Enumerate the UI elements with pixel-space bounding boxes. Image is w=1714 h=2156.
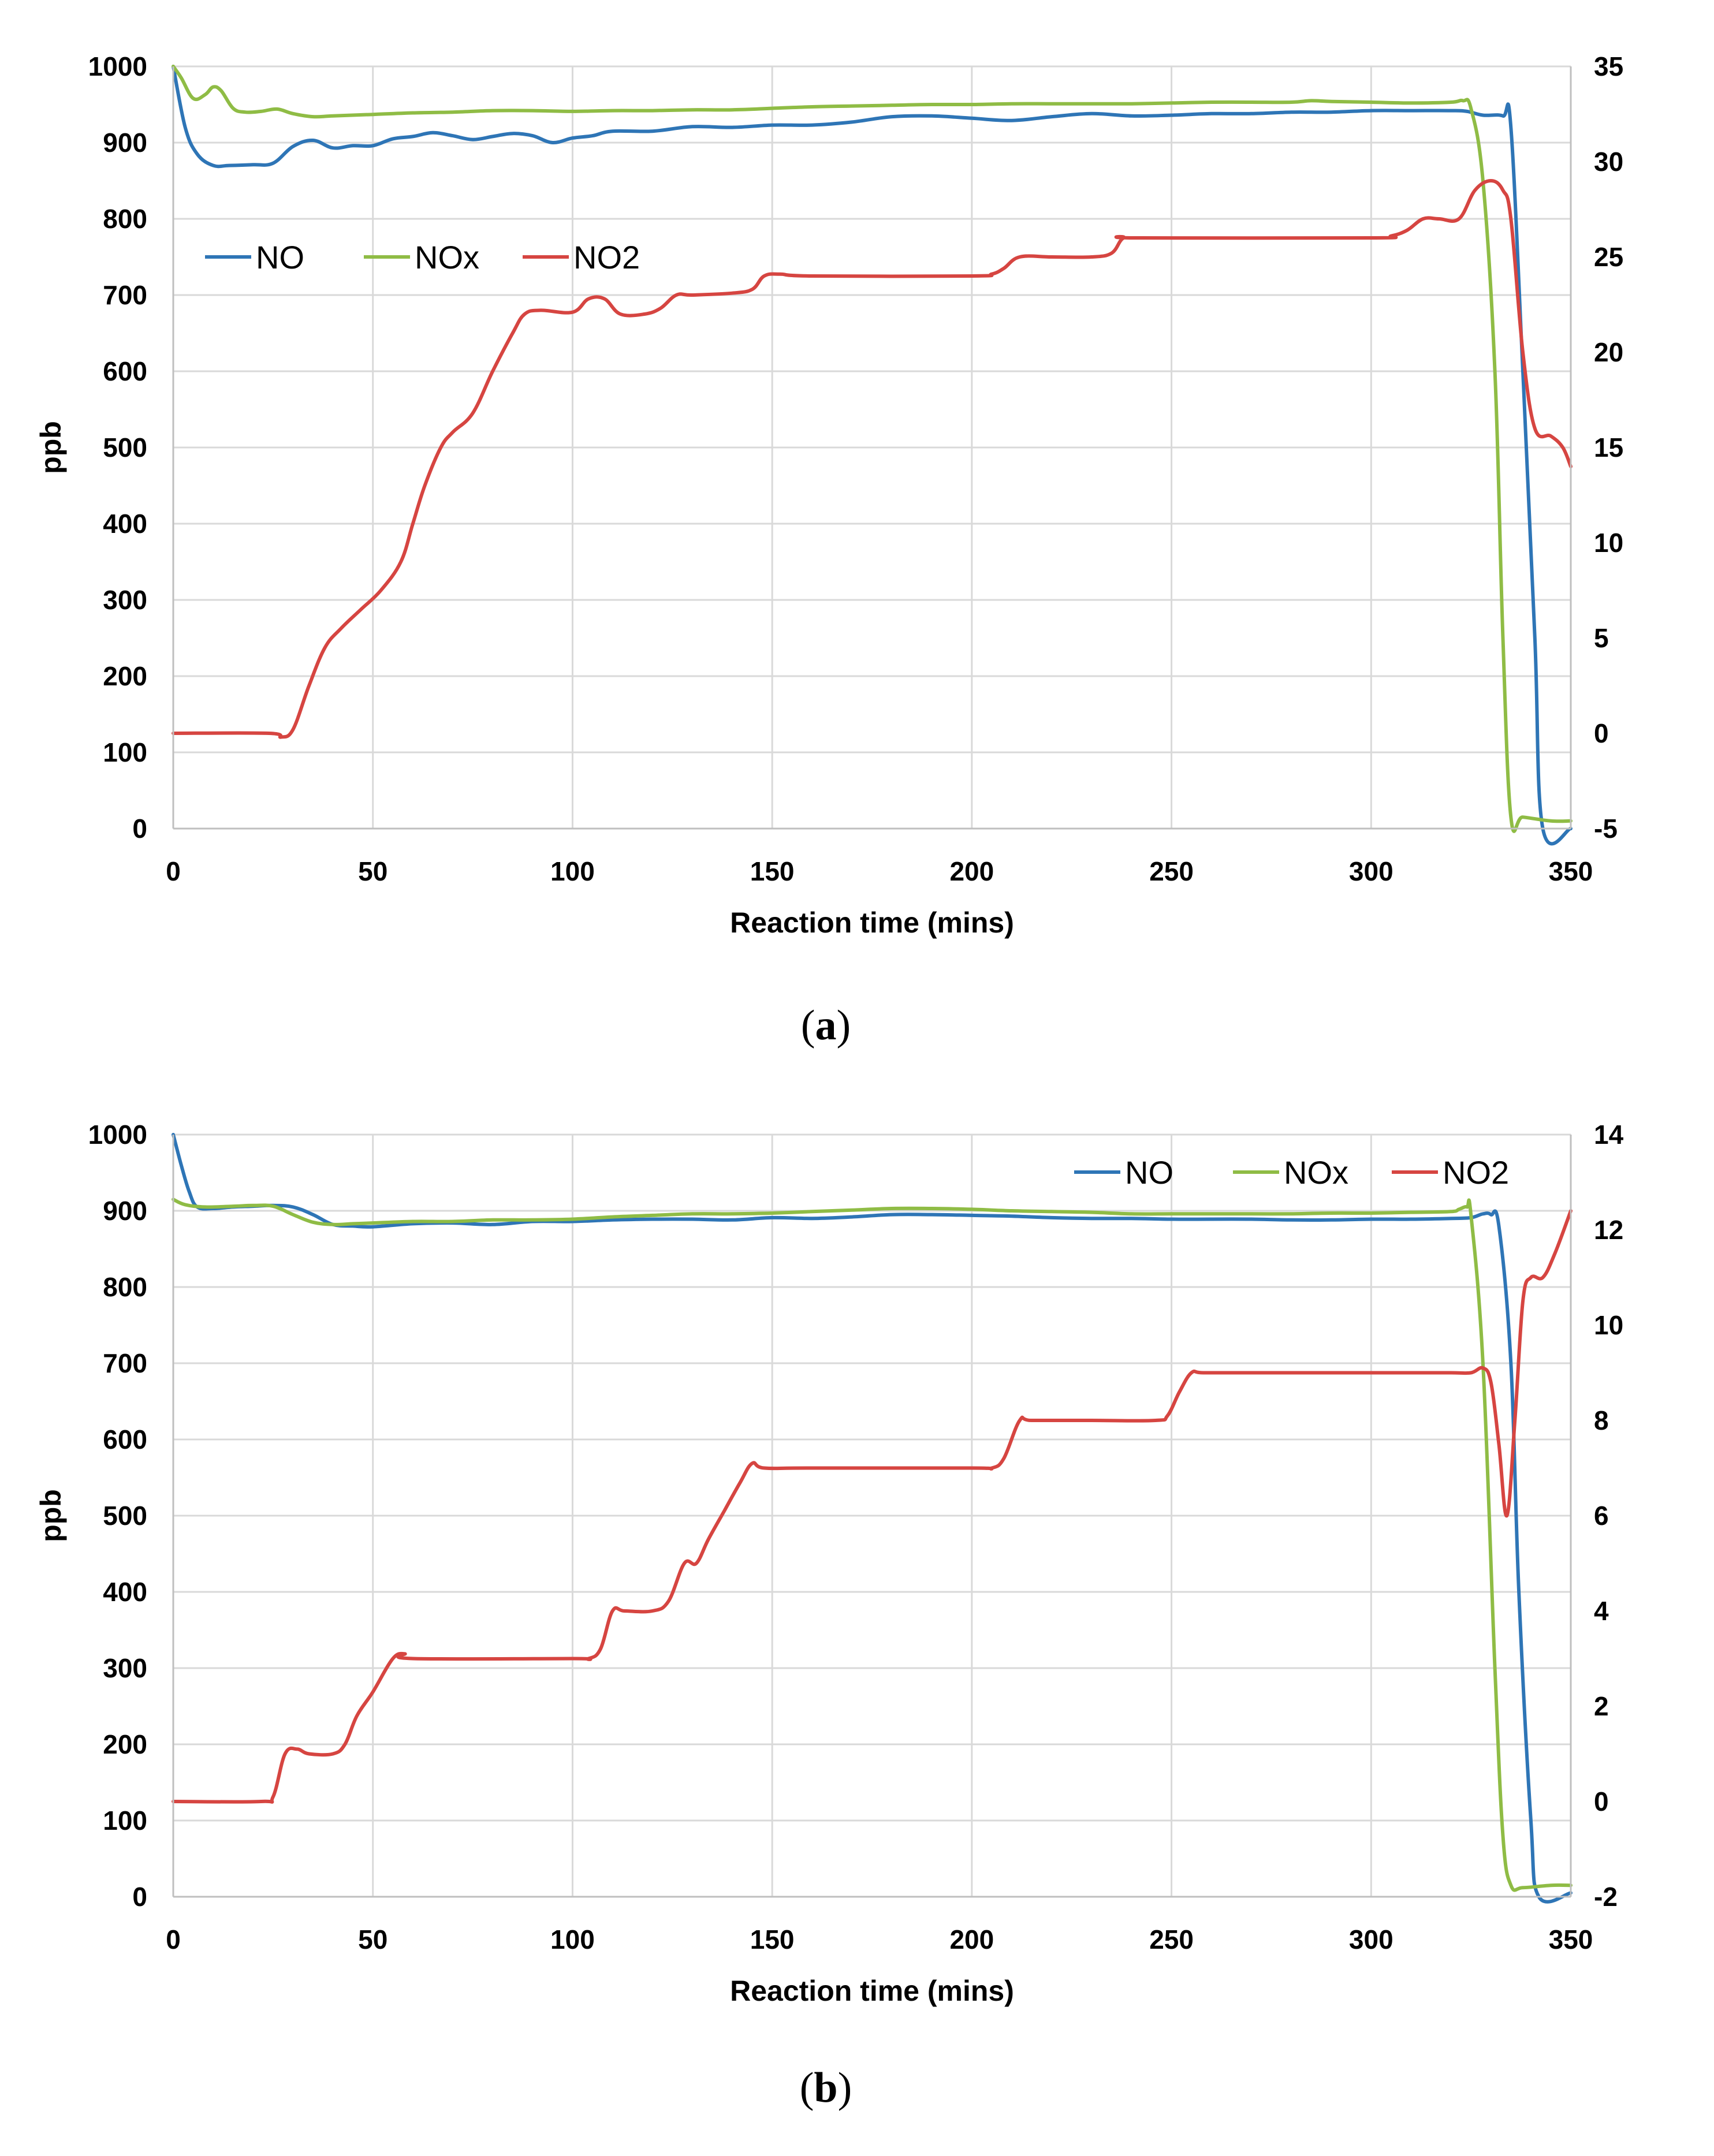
y2-tick-label: 4: [1594, 1596, 1609, 1626]
chart-panel-b: 0 50 100 150 200 250 300 3500100200300400500600…: [35, 1120, 1624, 2112]
y2-tick-label: 12: [1594, 1215, 1623, 1245]
y2-tick-label: -2: [1594, 1882, 1618, 1912]
legend-label: NOx: [1284, 1154, 1348, 1191]
x-tick-label: 150: [750, 856, 795, 886]
y-tick-label: 300: [103, 1653, 147, 1683]
x-tick-label: 200: [949, 1924, 994, 1954]
caption-letter: b: [814, 2064, 837, 2112]
y2-tick-label: 15: [1594, 432, 1623, 462]
y-tick-label: 300: [103, 585, 147, 615]
y-tick-label: 200: [103, 661, 147, 691]
series-line-no: [172, 65, 1573, 846]
y-tick-label: 0: [132, 814, 147, 844]
y-tick-label: 1000: [88, 51, 147, 81]
legend-label: NO2: [1443, 1154, 1509, 1191]
x-tick-label: 250: [1149, 856, 1194, 886]
x-tick-label: 50: [358, 856, 387, 886]
y-tick-label: 800: [103, 1272, 147, 1302]
y2-tick-label: 10: [1594, 1310, 1623, 1340]
y2-tick-label: -5: [1594, 814, 1618, 844]
y2-tick-label: 25: [1594, 242, 1623, 272]
caption-a: (a): [801, 1002, 851, 1049]
x-tick-label: 100: [550, 856, 595, 886]
legend-label: NO: [256, 239, 304, 275]
x-tick-label: 50: [358, 1924, 387, 1954]
series-line-no2: [172, 1209, 1573, 1804]
y-tick-label: 400: [103, 1577, 147, 1607]
legend-item-nox: NOx: [1233, 1154, 1348, 1191]
y2-tick-label: 6: [1594, 1501, 1609, 1531]
y2-tick-label: 5: [1594, 623, 1609, 653]
y-tick-label: 700: [103, 1348, 147, 1378]
y-tick-label: 900: [103, 128, 147, 158]
x-tick-label: 150: [750, 1924, 795, 1954]
legend: NO NOx NO2: [205, 239, 640, 275]
series-line-no: [172, 1133, 1573, 1904]
legend: NO NOx NO2: [1074, 1154, 1509, 1191]
x-tick-label: 100: [550, 1924, 595, 1954]
y-tick-label: 400: [103, 509, 147, 539]
svg-text:(a): (a): [801, 1002, 851, 1049]
x-axis-title: Reaction time (mins): [730, 1975, 1014, 2007]
x-axis-title: Reaction time (mins): [730, 907, 1014, 939]
y-tick-label: 800: [103, 204, 147, 234]
y2-tick-label: 20: [1594, 337, 1623, 367]
y-tick-label: 200: [103, 1729, 147, 1759]
legend-item-nox: NOx: [364, 239, 479, 275]
y2-tick-label: 10: [1594, 528, 1623, 558]
series-line-no2: [172, 179, 1573, 739]
legend-item-no: NO: [1074, 1154, 1173, 1191]
y-tick-label: 500: [103, 1501, 147, 1531]
y-tick-label: 100: [103, 1806, 147, 1836]
y-tick-label: 500: [103, 432, 147, 462]
series-line-nox: [172, 65, 1573, 833]
legend-item-no2: NO2: [523, 239, 640, 275]
chart-panel-a: 0 50 100 150 200 250 300 3500100200300400500600…: [35, 51, 1623, 1049]
x-tick-label: 200: [949, 856, 994, 886]
series-line-nox: [172, 1198, 1573, 1892]
legend-item-no2: NO2: [1392, 1154, 1509, 1191]
y2-tick-label: 14: [1594, 1120, 1624, 1150]
y-tick-label: 600: [103, 1424, 147, 1454]
y-tick-label: 600: [103, 356, 147, 386]
y-tick-label: 900: [103, 1196, 147, 1226]
x-tick-label: 350: [1549, 1924, 1593, 1954]
y2-tick-label: 8: [1594, 1405, 1609, 1435]
x-tick-label: 350: [1549, 856, 1593, 886]
legend-item-no: NO: [205, 239, 304, 275]
y-tick-label: 700: [103, 280, 147, 310]
x-tick-label: 250: [1149, 1924, 1194, 1954]
svg-text:(b): (b): [800, 2064, 852, 2112]
legend-label: NO: [1125, 1154, 1173, 1191]
x-tick-label: 0: [166, 856, 181, 886]
y2-tick-label: 2: [1594, 1691, 1609, 1721]
x-tick-label: 300: [1349, 856, 1393, 886]
y2-tick-label: 0: [1594, 1786, 1609, 1816]
y2-tick-label: 35: [1594, 51, 1623, 81]
legend-label: NOx: [415, 239, 479, 275]
x-tick-label: 0: [166, 1924, 181, 1954]
y-tick-label: 1000: [88, 1120, 147, 1150]
y2-tick-label: 30: [1594, 147, 1623, 177]
caption-letter: a: [815, 1002, 837, 1049]
y2-tick-label: 0: [1594, 718, 1609, 748]
legend-label: NO2: [573, 239, 640, 275]
x-tick-label: 300: [1349, 1924, 1393, 1954]
y-tick-label: 100: [103, 737, 147, 767]
y-axis-title: ppb: [35, 1489, 67, 1542]
y-tick-label: 0: [132, 1882, 147, 1912]
caption-b: (b): [800, 2064, 852, 2112]
y-axis-title: ppb: [35, 421, 67, 474]
